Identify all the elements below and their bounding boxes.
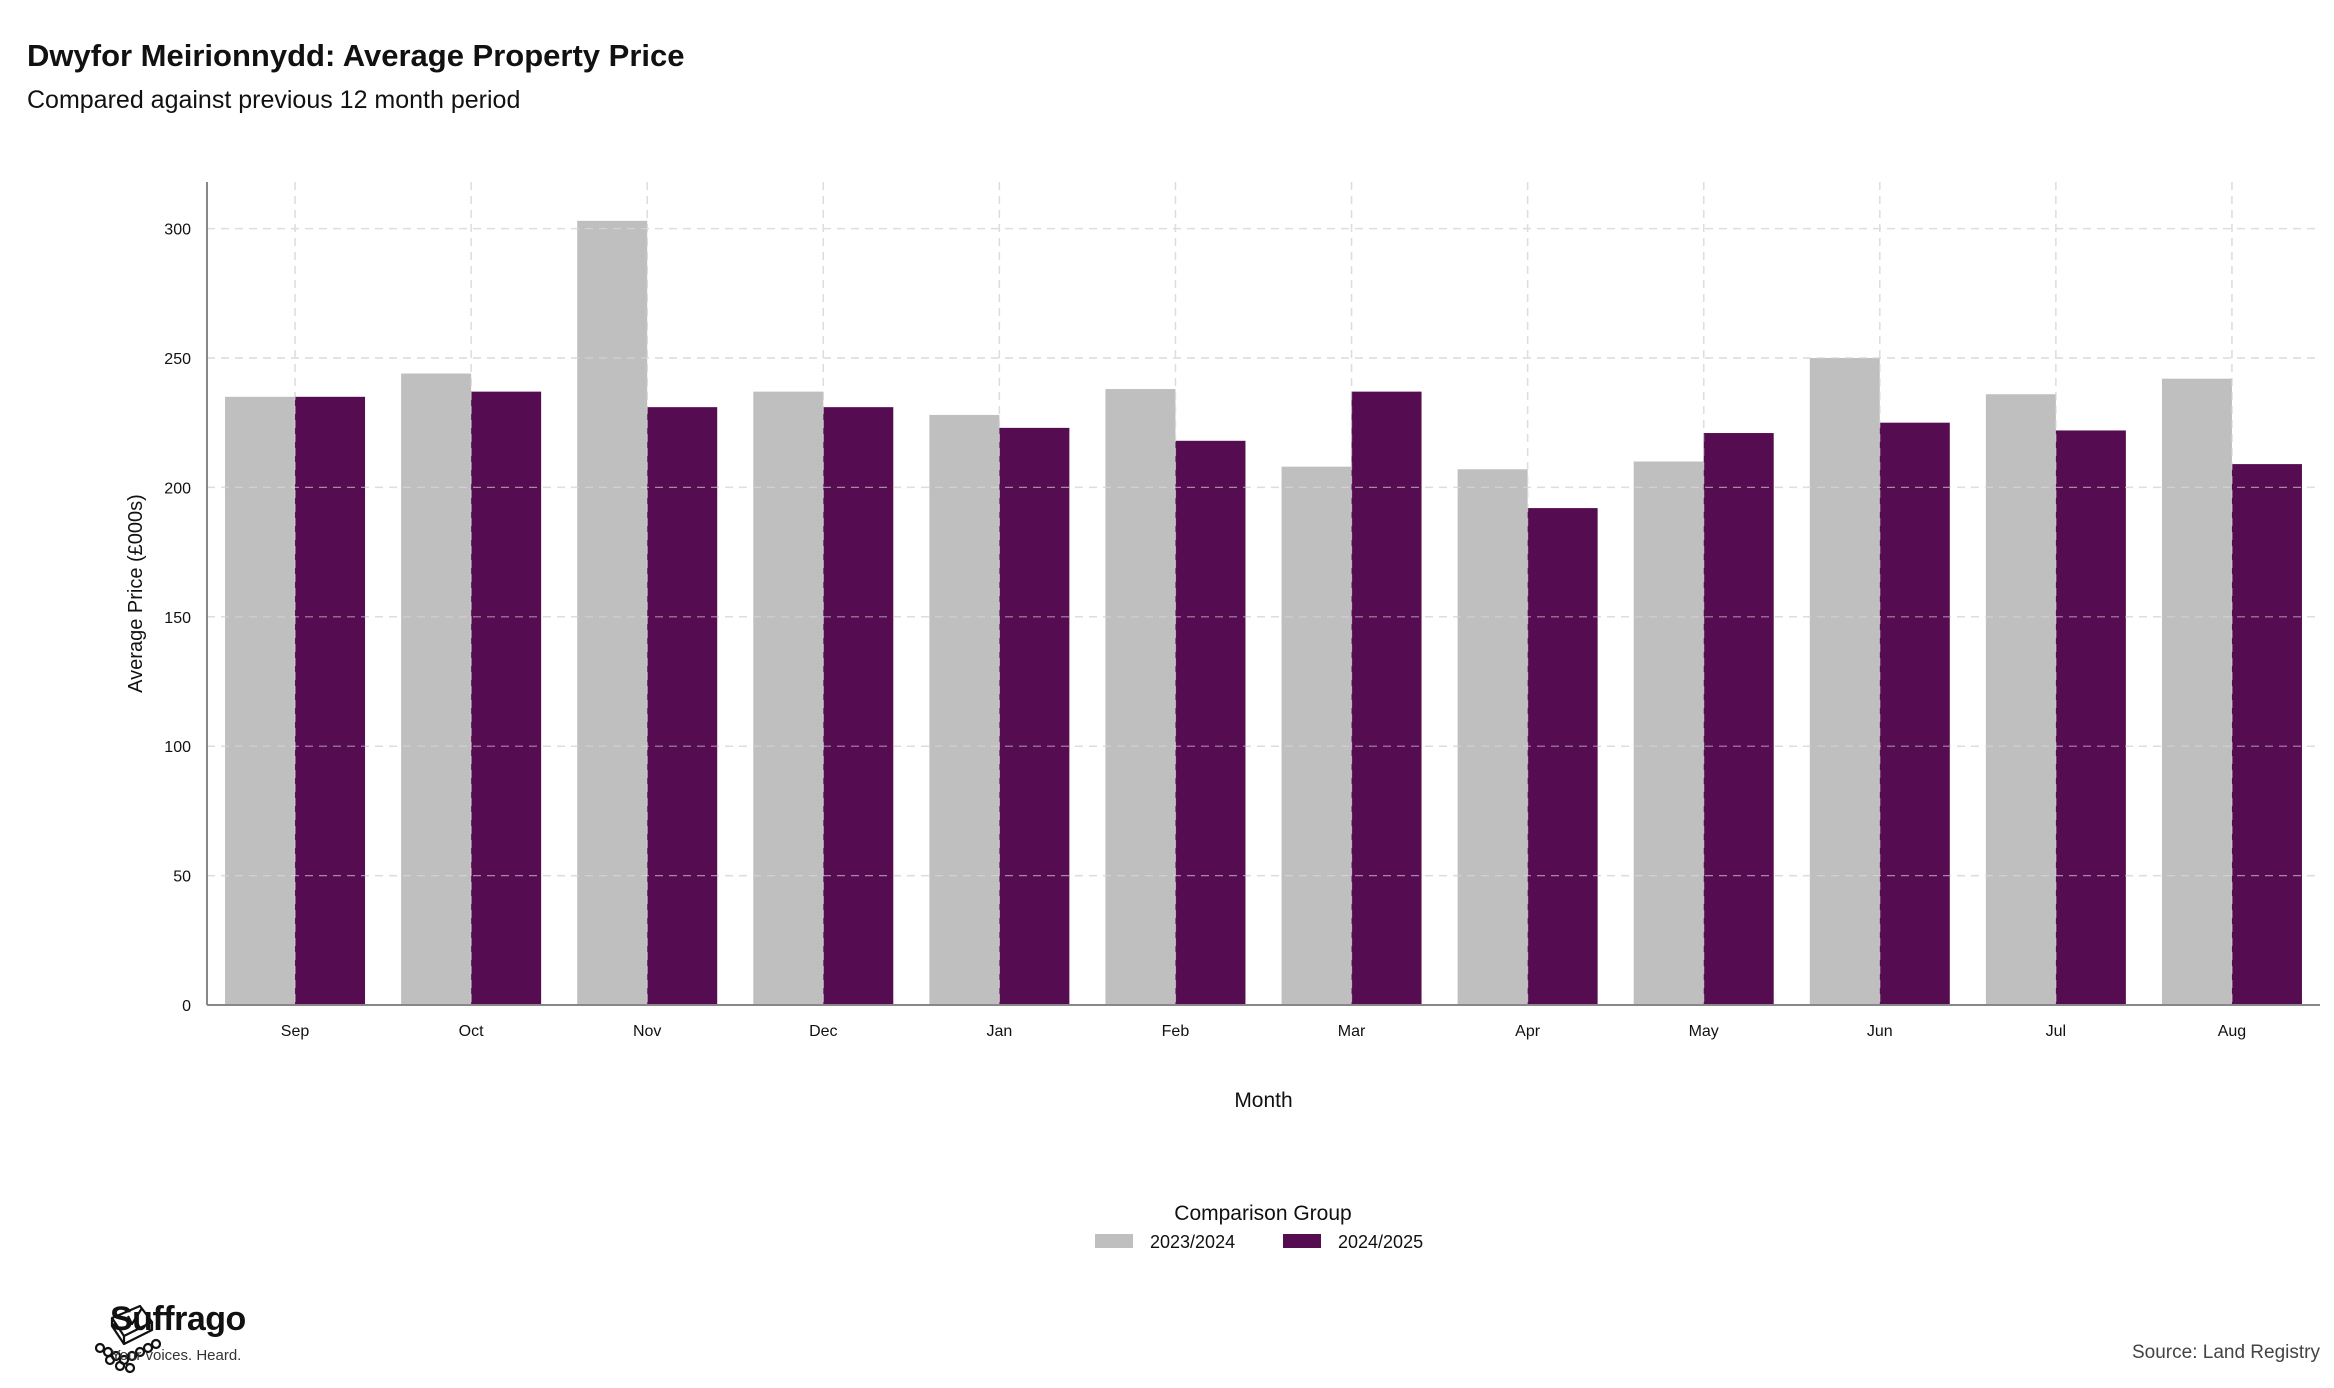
bar-2023-2024-jun <box>1809 357 1880 1005</box>
y-tick-label: 200 <box>164 480 191 497</box>
bar-2023-2024-mar <box>1281 466 1352 1005</box>
bar-2024-2025-feb <box>1175 440 1246 1005</box>
chart-title: Dwyfor Meirionnydd: Average Property Pri… <box>27 38 685 73</box>
x-axis-title: Month <box>1234 1089 1292 1112</box>
bar-2023-2024-apr <box>1457 469 1528 1006</box>
source-note: Source: Land Registry <box>2132 1342 2320 1363</box>
bar-2024-2025-mar <box>1351 391 1422 1005</box>
chart-subtitle: Compared against previous 12 month perio… <box>27 86 521 114</box>
y-tick-label: 0 <box>182 998 191 1015</box>
y-axis-title: Average Price (£000s) <box>125 494 147 693</box>
legend-label: 2023/2024 <box>1150 1232 1235 1252</box>
legend-label: 2024/2025 <box>1338 1232 1423 1252</box>
bar-2024-2025-may <box>1703 433 1774 1005</box>
bar-2024-2025-jan <box>999 427 1070 1006</box>
legend: Comparison Group 2023/2024 2024/2025 <box>1095 1202 1423 1252</box>
legend-swatch <box>1283 1234 1321 1248</box>
bar-2024-2025-oct <box>471 391 542 1005</box>
brand-name: Suffrago <box>110 1300 246 1338</box>
x-tick-label: Jun <box>1867 1023 1893 1040</box>
bar-2023-2024-may <box>1633 461 1704 1006</box>
y-tick-label: 300 <box>164 222 191 239</box>
x-tick-label: Nov <box>633 1023 661 1040</box>
bar-chart: 0 50 100 150 200 250 300 Sep Oct Nov Dec Jan Feb Mar A… <box>125 182 2320 1252</box>
x-tick-label: Aug <box>2218 1023 2246 1040</box>
x-tick-label: Oct <box>459 1023 484 1040</box>
x-tick-label: Sep <box>281 1023 310 1040</box>
bar-2024-2025-jul <box>2055 430 2126 1005</box>
bar-2023-2024-jul <box>1985 394 2056 1006</box>
x-tick-label: Mar <box>1338 1023 1366 1040</box>
y-tick-label: 250 <box>164 351 191 368</box>
bar-2024-2025-nov <box>647 407 718 1005</box>
x-tick-label: Dec <box>809 1023 837 1040</box>
bar-2023-2024-aug <box>2161 378 2232 1005</box>
x-tick-label: May <box>1689 1023 1719 1040</box>
bar-2024-2025-sep <box>295 396 366 1005</box>
bar-2023-2024-sep <box>225 396 296 1005</box>
bar-2023-2024-feb <box>1105 389 1176 1005</box>
suffrago-logo-icon <box>94 1304 162 1374</box>
legend-title: Comparison Group <box>1174 1202 1351 1225</box>
bar-2023-2024-oct <box>401 373 472 1005</box>
bar-2023-2024-jan <box>929 414 1000 1005</box>
tick-labels: 0 50 100 150 200 250 300 Sep Oct Nov Dec Jan Feb Mar A… <box>164 222 2246 1040</box>
bar-2023-2024-nov <box>577 220 648 1006</box>
x-tick-label: Jan <box>986 1023 1012 1040</box>
y-tick-label: 150 <box>164 610 191 627</box>
brand-tagline: Your voices. Heard. <box>111 1347 242 1364</box>
bar-2024-2025-aug <box>2231 464 2302 1005</box>
x-tick-label: Jul <box>2046 1023 2066 1040</box>
axes <box>206 182 2320 1006</box>
bar-2023-2024-dec <box>753 391 824 1005</box>
bar-2024-2025-jun <box>1879 422 1950 1005</box>
bars <box>207 182 2320 1006</box>
x-tick-label: Feb <box>1162 1023 1190 1040</box>
bar-2024-2025-dec <box>823 407 894 1005</box>
y-tick-label: 50 <box>173 869 191 886</box>
bar-2024-2025-apr <box>1527 508 1598 1005</box>
legend-swatch <box>1095 1234 1133 1248</box>
x-tick-label: Apr <box>1515 1023 1541 1040</box>
y-tick-label: 100 <box>164 739 191 756</box>
